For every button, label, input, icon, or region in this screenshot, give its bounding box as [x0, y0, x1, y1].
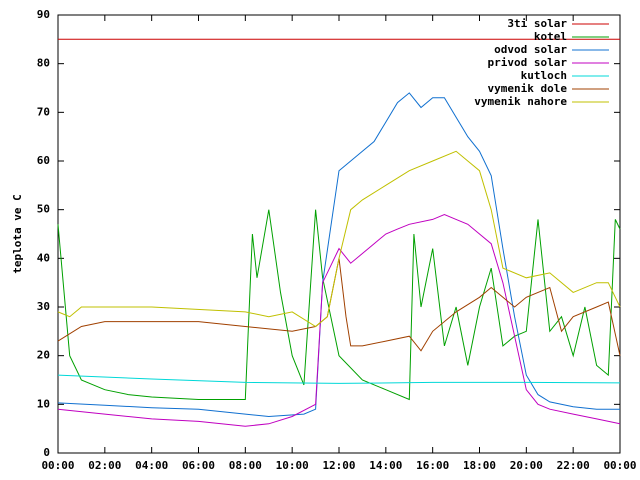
legend-label: 3ti solar — [507, 17, 567, 30]
y-tick-label: 20 — [37, 349, 50, 362]
x-tick-label: 16:00 — [416, 459, 449, 472]
x-tick-label: 14:00 — [369, 459, 402, 472]
series-line — [57, 92, 620, 418]
x-tick-label: 00:00 — [41, 459, 74, 472]
x-tick-label: 00:00 — [603, 459, 636, 472]
legend-label: odvod solar — [494, 43, 567, 56]
series-line — [57, 258, 621, 356]
x-tick-label: 04:00 — [135, 459, 168, 472]
series-line — [57, 374, 621, 384]
y-tick-label: 70 — [37, 105, 50, 118]
x-tick-label: 22:00 — [557, 459, 590, 472]
y-tick-label: 80 — [37, 57, 50, 70]
y-tick-label: 50 — [37, 203, 50, 216]
x-tick-label: 06:00 — [182, 459, 215, 472]
x-tick-label: 12:00 — [322, 459, 355, 472]
x-tick-label: 20:00 — [510, 459, 543, 472]
y-tick-label: 0 — [43, 446, 50, 459]
x-tick-label: 02:00 — [88, 459, 121, 472]
x-tick-label: 18:00 — [463, 459, 496, 472]
legend-label: vymenik dole — [488, 82, 568, 95]
x-tick-label: 10:00 — [276, 459, 309, 472]
y-tick-label: 90 — [37, 8, 50, 21]
y-tick-label: 10 — [37, 397, 50, 410]
series-line — [57, 209, 621, 401]
series-line — [57, 150, 621, 328]
legend-label: vymenik nahore — [474, 95, 567, 108]
y-axis-label: teplota ve C — [11, 194, 24, 273]
series-line — [57, 213, 621, 427]
y-tick-label: 40 — [37, 251, 50, 264]
legend-label: privod solar — [488, 56, 568, 69]
legend-label: kutloch — [521, 69, 567, 82]
x-tick-label: 08:00 — [229, 459, 262, 472]
y-tick-label: 30 — [37, 300, 50, 313]
y-tick-label: 60 — [37, 154, 50, 167]
legend-label: kotel — [534, 30, 567, 43]
